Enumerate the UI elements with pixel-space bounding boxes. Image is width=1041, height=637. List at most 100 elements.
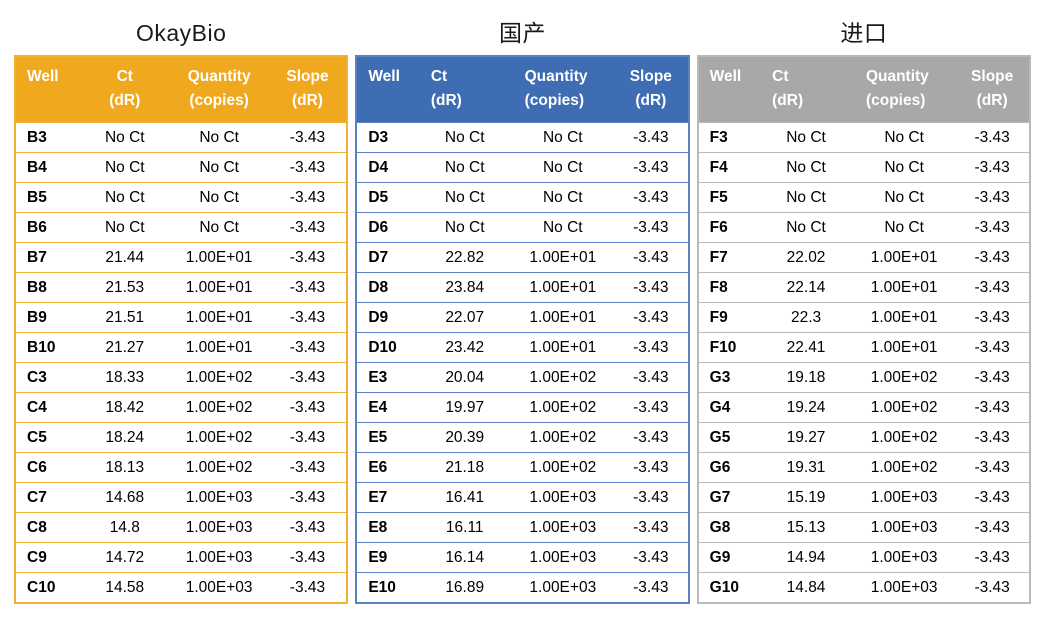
quantity-cell: 1.00E+02 <box>169 362 269 393</box>
ct-cell: No Ct <box>759 182 853 213</box>
table-row: C4 18.42 1.00E+02 -3.43 <box>15 392 348 423</box>
column-header-slope: Slope (dR) <box>268 56 348 123</box>
slope-cell: -3.43 <box>955 512 1030 543</box>
table-row: E6 21.18 1.00E+02 -3.43 <box>356 452 689 483</box>
ct-cell: 20.04 <box>417 362 512 393</box>
ct-cell: 18.24 <box>79 422 170 453</box>
table-row: D10 23.42 1.00E+01 -3.43 <box>356 332 689 363</box>
table-row: D3 No Ct No Ct -3.43 <box>356 122 689 153</box>
slope-cell: -3.43 <box>613 542 689 573</box>
header-line1: Ct <box>116 68 133 85</box>
table-title-imported: 进口 <box>840 20 888 46</box>
well-cell: G3 <box>697 362 760 393</box>
ct-cell: No Ct <box>759 122 853 153</box>
quantity-cell: No Ct <box>169 152 269 183</box>
slope-cell: -3.43 <box>268 362 348 393</box>
well-cell: B6 <box>15 212 80 243</box>
slope-cell: -3.43 <box>955 332 1030 363</box>
slope-cell: -3.43 <box>268 452 348 483</box>
slope-cell: -3.43 <box>268 422 348 453</box>
quantity-cell: 1.00E+01 <box>852 272 956 303</box>
column-header-well: Well <box>15 56 80 123</box>
slope-cell: -3.43 <box>955 212 1030 243</box>
header-line1: Well <box>27 68 59 85</box>
quantity-cell: 1.00E+03 <box>511 542 614 573</box>
slope-cell: -3.43 <box>955 452 1030 483</box>
slope-cell: -3.43 <box>613 242 689 273</box>
ct-cell: 14.72 <box>79 542 170 573</box>
quantity-cell: No Ct <box>511 212 614 243</box>
table-row: D9 22.07 1.00E+01 -3.43 <box>356 302 689 333</box>
table-row: C9 14.72 1.00E+03 -3.43 <box>15 542 348 573</box>
well-cell: D3 <box>356 122 418 153</box>
table-row: G9 14.94 1.00E+03 -3.43 <box>697 542 1030 573</box>
ct-cell: 22.14 <box>759 272 853 303</box>
slope-cell: -3.43 <box>955 272 1030 303</box>
ct-cell: 16.14 <box>417 542 512 573</box>
well-cell: B5 <box>15 182 80 213</box>
well-cell: B10 <box>15 332 80 363</box>
slope-cell: -3.43 <box>613 512 689 543</box>
well-cell: B9 <box>15 302 80 333</box>
well-cell: G4 <box>697 392 760 423</box>
table-row: C5 18.24 1.00E+02 -3.43 <box>15 422 348 453</box>
table-body: F3 No Ct No Ct -3.43 F4 No Ct No Ct -3.43 F5 No C… <box>697 122 1030 603</box>
slope-cell: -3.43 <box>955 482 1030 513</box>
slope-cell: -3.43 <box>955 122 1030 153</box>
ct-cell: 22.82 <box>417 242 512 273</box>
slope-cell: -3.43 <box>268 152 348 183</box>
quantity-cell: 1.00E+02 <box>169 392 269 423</box>
well-cell: F8 <box>697 272 760 303</box>
well-cell: D9 <box>356 302 418 333</box>
header-line2: (copies) <box>524 92 585 109</box>
column-header-well: Well <box>697 56 760 123</box>
quantity-cell: No Ct <box>511 122 614 153</box>
table-row: B3 No Ct No Ct -3.43 <box>15 122 348 153</box>
table-panel-imported: 进口 Well Ct (dR) Quantity <box>696 12 1031 604</box>
ct-cell: 19.24 <box>759 392 853 423</box>
quantity-cell: 1.00E+02 <box>169 452 269 483</box>
slope-cell: -3.43 <box>268 272 348 303</box>
table-row: B6 No Ct No Ct -3.43 <box>15 212 348 243</box>
slope-cell: -3.43 <box>268 302 348 333</box>
quantity-cell: No Ct <box>169 182 269 213</box>
quantity-cell: 1.00E+02 <box>852 392 956 423</box>
table-panel-domestic: 国产 Well Ct (dR) Quantity <box>355 12 690 604</box>
header-line1: Well <box>368 68 400 85</box>
quantity-cell: No Ct <box>852 152 956 183</box>
ct-cell: 16.41 <box>417 482 512 513</box>
table-row: B4 No Ct No Ct -3.43 <box>15 152 348 183</box>
well-cell: G6 <box>697 452 760 483</box>
table-row: E3 20.04 1.00E+02 -3.43 <box>356 362 689 393</box>
quantity-cell: 1.00E+03 <box>852 572 956 603</box>
table-row: G5 19.27 1.00E+02 -3.43 <box>697 422 1030 453</box>
table-row: E7 16.41 1.00E+03 -3.43 <box>356 482 689 513</box>
slope-cell: -3.43 <box>613 212 689 243</box>
results-table-domestic: Well Ct (dR) Quantity (copies) Slope <box>355 55 690 604</box>
quantity-cell: 1.00E+02 <box>169 422 269 453</box>
quantity-cell: 1.00E+01 <box>852 332 956 363</box>
ct-cell: No Ct <box>759 152 853 183</box>
table-row: C3 18.33 1.00E+02 -3.43 <box>15 362 348 393</box>
quantity-cell: 1.00E+03 <box>511 572 614 603</box>
quantity-cell: 1.00E+01 <box>511 302 614 333</box>
well-cell: E4 <box>356 392 418 423</box>
table-row: F5 No Ct No Ct -3.43 <box>697 182 1030 213</box>
slope-cell: -3.43 <box>955 152 1030 183</box>
table-row: C6 18.13 1.00E+02 -3.43 <box>15 452 348 483</box>
header-line1: Quantity <box>524 68 588 85</box>
table-row: F6 No Ct No Ct -3.43 <box>697 212 1030 243</box>
quantity-cell: 1.00E+02 <box>511 392 614 423</box>
table-row: F10 22.41 1.00E+01 -3.43 <box>697 332 1030 363</box>
ct-cell: 19.27 <box>759 422 853 453</box>
table-row: F7 22.02 1.00E+01 -3.43 <box>697 242 1030 273</box>
quantity-cell: 1.00E+02 <box>511 362 614 393</box>
table-row: F9 22.3 1.00E+01 -3.43 <box>697 302 1030 333</box>
table-row: G8 15.13 1.00E+03 -3.43 <box>697 512 1030 543</box>
slope-cell: -3.43 <box>268 572 348 603</box>
ct-cell: 21.27 <box>79 332 170 363</box>
quantity-cell: No Ct <box>852 212 956 243</box>
quantity-cell: 1.00E+03 <box>169 572 269 603</box>
table-row: E4 19.97 1.00E+02 -3.43 <box>356 392 689 423</box>
ct-cell: 19.18 <box>759 362 853 393</box>
